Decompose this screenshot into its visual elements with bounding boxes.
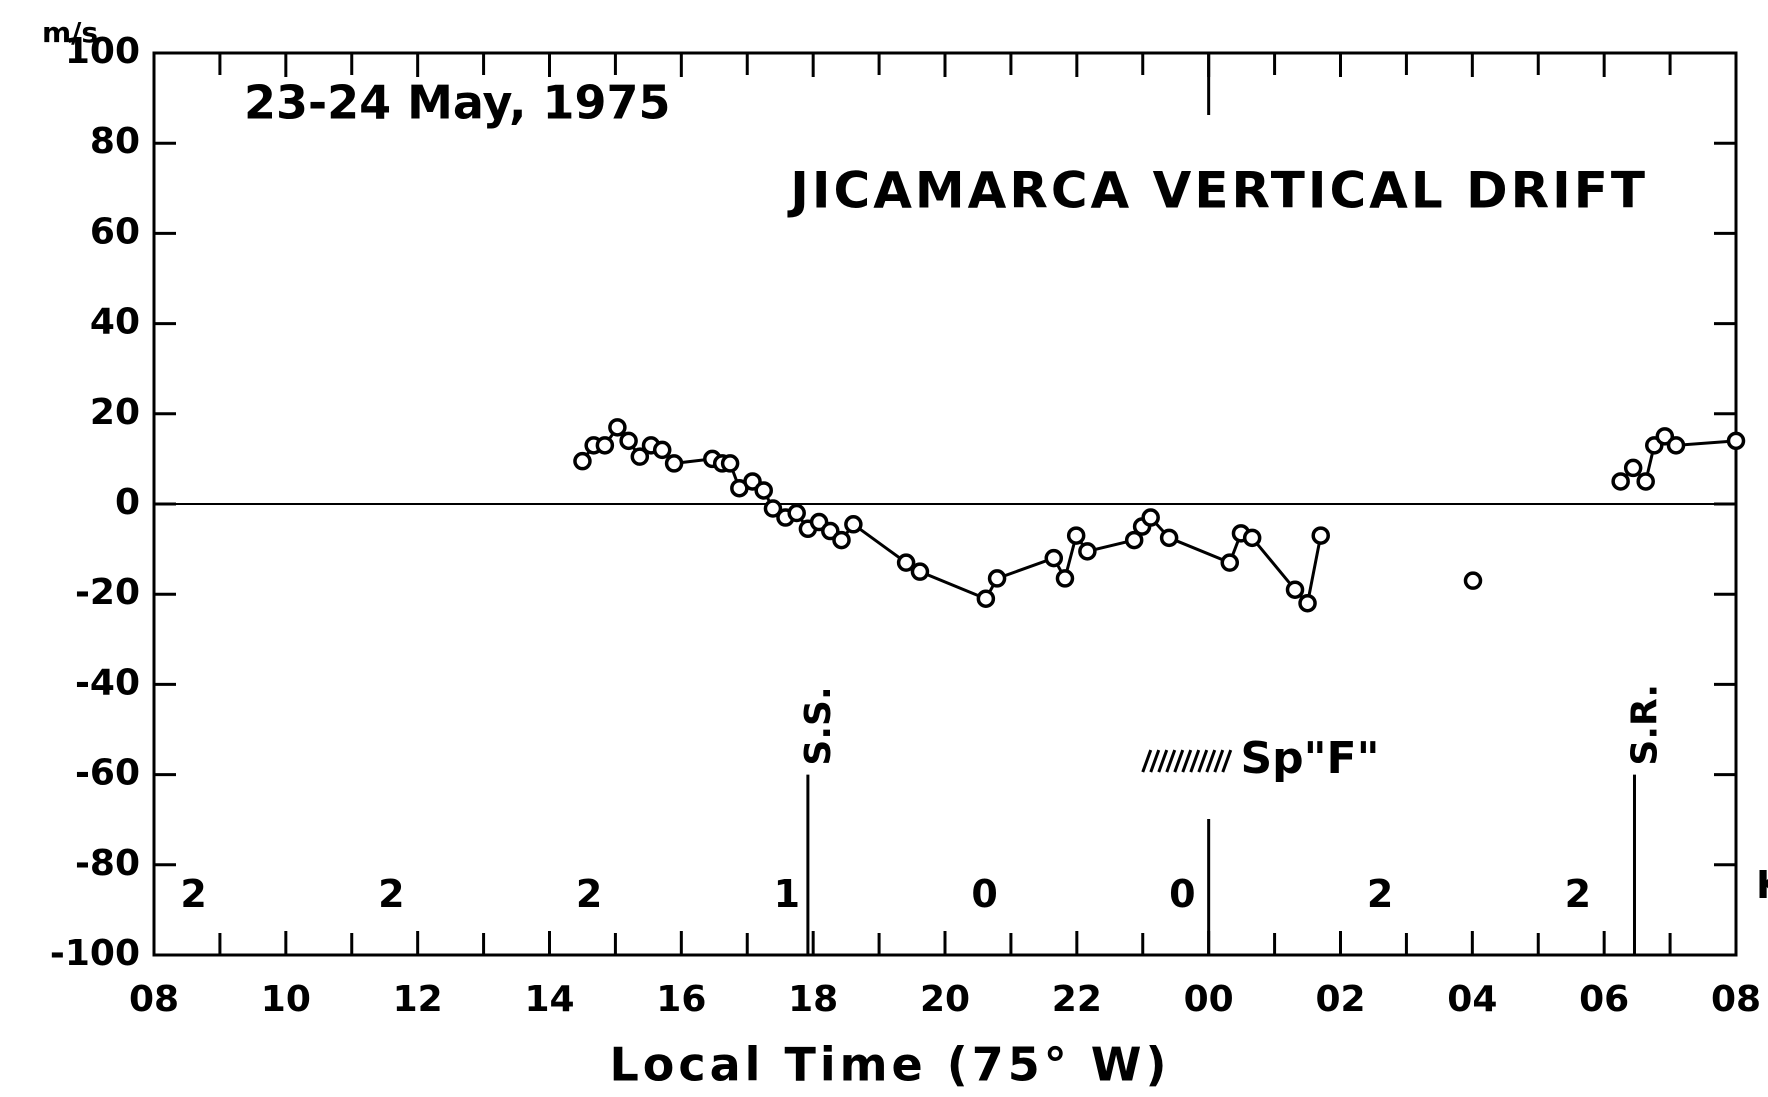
data-point (573, 451, 592, 471)
x-tick-label: 06 (1579, 979, 1629, 1020)
data-point (595, 436, 615, 455)
hatch-stroke (1205, 749, 1217, 773)
x-tick-label: 04 (1447, 979, 1497, 1020)
data-point (763, 499, 783, 518)
spread-f-label: Sp"F" (1240, 733, 1379, 784)
data-point (976, 589, 996, 608)
chart-title: JICAMARCA VERTICAL DRIFT (787, 162, 1648, 220)
spread-f-hatch (1141, 749, 1233, 773)
data-point (1078, 542, 1097, 561)
data-point (910, 562, 930, 581)
hatch-stroke (1213, 749, 1225, 773)
y-tick-label: -100 (50, 933, 140, 974)
y-tick-label: 80 (90, 121, 140, 162)
data-point (652, 440, 672, 460)
chart-subtitle: 23-24 May, 1975 (244, 76, 670, 130)
y-axis-unit: m/s (42, 16, 98, 49)
k-index-label: K (1756, 863, 1768, 907)
data-point (1611, 472, 1630, 491)
data-point (1220, 553, 1240, 572)
data-point (1666, 436, 1686, 455)
data-point (608, 418, 627, 437)
hatch-stroke (1149, 749, 1161, 773)
data-point (1311, 526, 1330, 545)
hatch-stroke (1197, 749, 1209, 773)
k-index-value: 1 (774, 872, 800, 916)
hatch-stroke (1141, 749, 1153, 773)
k-index-value: 2 (1565, 872, 1591, 916)
data-point (664, 454, 684, 473)
hatch-stroke (1157, 749, 1169, 773)
data-point (832, 530, 851, 550)
k-index-value: 2 (1367, 872, 1393, 916)
x-axis-label: Local Time (75° W) (609, 1038, 1170, 1092)
y-tick-label: 60 (90, 211, 140, 252)
k-index-value: 2 (180, 872, 206, 916)
data-point (896, 553, 916, 572)
data-point (1285, 580, 1305, 599)
data-point (630, 447, 650, 466)
x-tick-label: 14 (524, 979, 574, 1020)
data-point (1141, 508, 1160, 527)
x-tick-label: 08 (129, 979, 179, 1020)
hatch-stroke (1173, 749, 1185, 773)
data-point (987, 569, 1007, 588)
data-point (787, 503, 806, 523)
data-point (720, 454, 740, 473)
hatch-stroke (1181, 749, 1193, 773)
y-tick-label: 40 (90, 302, 140, 343)
k-index-value: 2 (378, 872, 404, 916)
data-point (1623, 458, 1643, 478)
data-point (1463, 571, 1483, 590)
data-point (754, 481, 773, 500)
y-tick-label: -80 (75, 843, 140, 884)
k-index-value: 0 (971, 872, 997, 916)
x-tick-label: 22 (1052, 979, 1102, 1020)
y-tick-label: 20 (90, 392, 140, 433)
y-tick-label: -40 (75, 662, 140, 703)
data-point (1124, 530, 1144, 550)
x-tick-label: 18 (788, 979, 838, 1020)
x-tick-label: 20 (920, 979, 970, 1020)
data-point (1159, 528, 1179, 548)
x-tick-label: 16 (656, 979, 706, 1020)
y-tick-label: 100 (65, 31, 140, 72)
k-index-value: 0 (1169, 872, 1195, 916)
data-point (844, 515, 863, 534)
x-tick-label: 10 (261, 979, 311, 1020)
data-point (1242, 528, 1262, 548)
x-tick-label: 02 (1315, 979, 1365, 1020)
data-point (1066, 526, 1086, 545)
data-point (619, 431, 638, 451)
hatch-stroke (1189, 749, 1201, 773)
x-tick-label: 08 (1711, 979, 1761, 1020)
data-point (1044, 548, 1064, 568)
hatch-stroke (1221, 749, 1233, 773)
x-tick-label: 00 (1184, 979, 1234, 1020)
event-label: S.R. (1624, 684, 1665, 766)
data-point (1055, 569, 1075, 588)
data-point (1298, 593, 1317, 613)
hatch-stroke (1165, 749, 1177, 773)
y-tick-label: -20 (75, 572, 140, 613)
data-point (1636, 472, 1655, 491)
y-tick-label: -60 (75, 753, 140, 794)
data-point (1726, 431, 1746, 451)
y-tick-label: 0 (115, 482, 140, 523)
x-tick-label: 12 (393, 979, 443, 1020)
event-label: S.S. (798, 686, 839, 765)
k-index-value: 2 (576, 872, 602, 916)
